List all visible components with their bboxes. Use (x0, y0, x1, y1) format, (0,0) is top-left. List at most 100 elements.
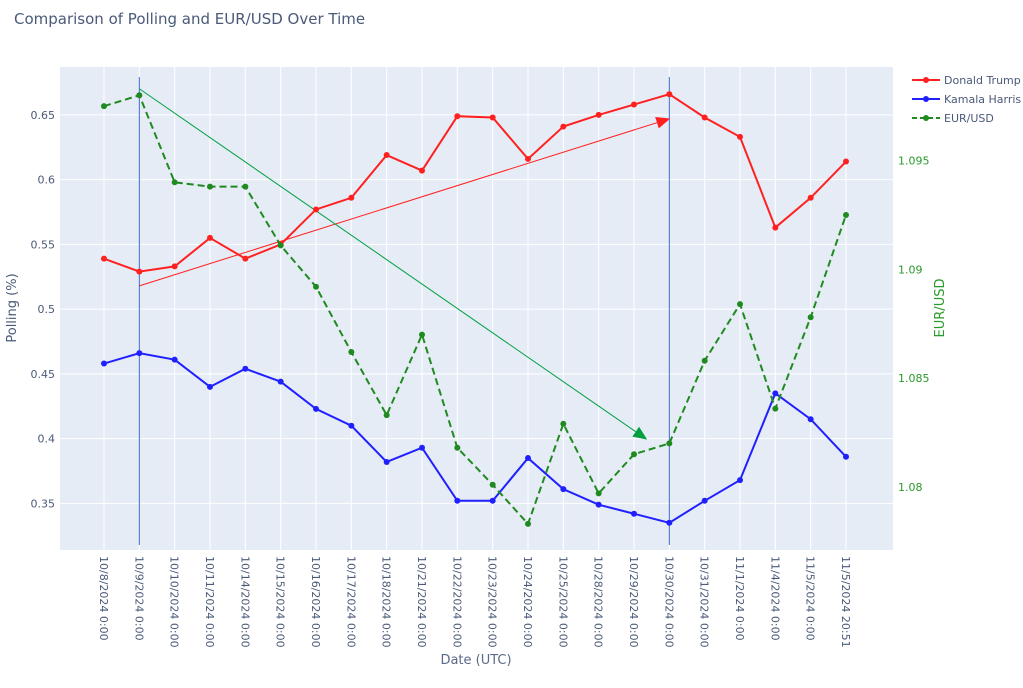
data-point (701, 357, 708, 364)
data-point (419, 444, 425, 451)
data-point (807, 416, 814, 423)
x-tick-label: 11/5/2024 0:00 (804, 556, 817, 641)
data-point (843, 211, 849, 218)
x-tick-label: 10/31/2024 0:00 (698, 556, 711, 648)
data-point (631, 101, 637, 108)
x-tick-label: 10/29/2024 0:00 (627, 556, 640, 648)
x-tick-label: 10/23/2024 0:00 (486, 556, 499, 648)
data-point (348, 194, 355, 201)
data-point (171, 263, 178, 270)
x-tick-label: 10/18/2024 0:00 (380, 556, 393, 648)
legend-label: Donald Trump (944, 74, 1021, 87)
data-point (737, 301, 743, 308)
data-point (489, 497, 496, 504)
y-tick-label: 0.4 (38, 433, 56, 446)
data-point (489, 114, 496, 121)
chart-title: Comparison of Polling and EUR/USD Over T… (14, 10, 365, 28)
data-point (525, 520, 531, 527)
trend-arrow (139, 116, 671, 287)
data-point (701, 497, 708, 504)
x-tick-label: 11/4/2024 0:00 (768, 556, 781, 641)
x-tick-label: 10/11/2024 0:00 (203, 556, 216, 648)
x-tick-label: 10/9/2024 0:00 (132, 556, 145, 641)
data-point (737, 133, 743, 140)
data-point (701, 114, 708, 121)
y-tick-label: 0.45 (31, 368, 56, 381)
data-point (277, 378, 284, 385)
x-axis-label: Date (UTC) (440, 653, 511, 668)
data-point (171, 179, 178, 186)
y-tick-label: 0.65 (31, 109, 56, 122)
data-point (383, 458, 390, 465)
data-point (101, 360, 107, 367)
data-point (666, 91, 673, 98)
legend-marker (923, 115, 929, 121)
x-tick-label: 10/8/2024 0:00 (97, 556, 110, 641)
x-tick-label: 11/1/2024 0:00 (733, 556, 746, 641)
series-line-kamala-harris (103, 352, 847, 524)
y-tick-label: 0.6 (38, 174, 56, 187)
data-point (737, 477, 743, 484)
y2-tick-label: 1.085 (898, 372, 930, 385)
data-point (595, 490, 602, 497)
data-point (348, 349, 355, 356)
series-line-eur-usd (103, 94, 847, 526)
x-tick-label: 10/16/2024 0:00 (309, 556, 322, 648)
data-point (525, 155, 531, 162)
y-tick-label: 0.55 (31, 238, 56, 251)
trend-arrow (139, 88, 648, 440)
data-point (419, 331, 425, 338)
series-line-donald-trump (103, 93, 847, 273)
data-point (207, 383, 213, 390)
y-tick-label: 0.5 (38, 303, 56, 316)
data-point (101, 255, 107, 262)
plot-area (60, 67, 893, 550)
data-point (101, 103, 107, 110)
x-tick-label: 10/17/2024 0:00 (344, 556, 357, 648)
legend-label: Kamala Harris (944, 93, 1021, 106)
data-point (242, 255, 249, 262)
x-tick-label: 11/5/2024 20:51 (839, 556, 852, 648)
x-tick-label: 10/24/2024 0:00 (521, 556, 534, 648)
legend-marker (923, 77, 929, 83)
x-tick-label: 10/14/2024 0:00 (238, 556, 251, 648)
data-point (454, 497, 461, 504)
data-point (772, 405, 779, 412)
data-point (383, 412, 390, 419)
x-tick-label: 10/25/2024 0:00 (556, 556, 569, 648)
y-axis-label: Polling (%) (5, 273, 20, 342)
data-point (207, 183, 213, 190)
data-point (560, 420, 567, 427)
legend-marker (923, 96, 929, 102)
data-point (595, 111, 602, 118)
y2-tick-label: 1.08 (898, 481, 923, 494)
data-point (313, 405, 319, 412)
data-point (313, 283, 319, 290)
data-point (383, 152, 390, 159)
y2-tick-label: 1.09 (898, 263, 923, 276)
data-point (631, 510, 637, 517)
data-point (772, 390, 779, 397)
data-point (454, 113, 461, 120)
data-point (772, 224, 779, 231)
data-point (419, 167, 425, 174)
data-point (489, 481, 496, 488)
y2-tick-label: 1.095 (898, 155, 930, 168)
data-point (348, 422, 355, 429)
data-point (207, 234, 213, 241)
data-point (136, 268, 143, 275)
data-point (313, 206, 319, 213)
data-point (807, 314, 814, 321)
y2-axis-label: EUR/USD (933, 279, 948, 338)
x-tick-label: 10/10/2024 0:00 (168, 556, 181, 648)
x-tick-label: 10/22/2024 0:00 (450, 556, 463, 648)
x-tick-label: 10/15/2024 0:00 (274, 556, 287, 648)
x-tick-label: 10/28/2024 0:00 (592, 556, 605, 648)
data-point (666, 440, 673, 447)
data-point (666, 519, 673, 526)
data-point (807, 194, 814, 201)
x-tick-label: 10/30/2024 0:00 (662, 556, 675, 648)
data-point (843, 453, 849, 460)
